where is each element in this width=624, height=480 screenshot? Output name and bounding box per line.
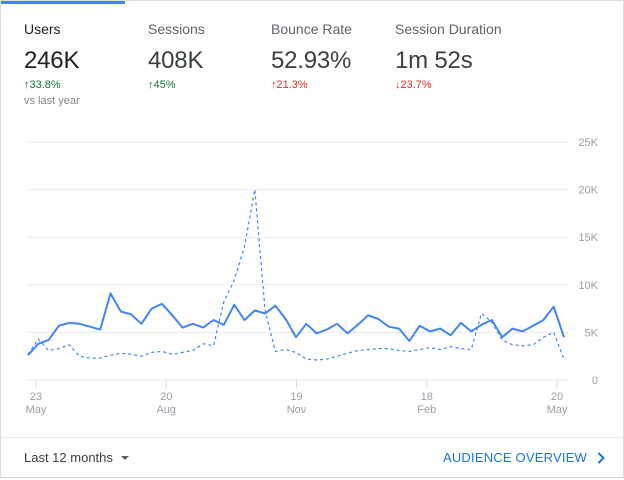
caret-down-icon [120, 456, 129, 460]
metric-tab-bounce-rate[interactable]: Bounce Rate 52.93% ↑21.3% [271, 19, 395, 93]
x-tick-month: May [26, 404, 47, 416]
x-tick-day: 18 [421, 391, 433, 403]
y-tick-label: 10K [578, 280, 598, 292]
users-series-line [27, 292, 565, 356]
x-tick-month: Nov [287, 404, 307, 416]
y-tick-label: 25K [578, 137, 598, 149]
metric-change: ↑21.3% [271, 77, 395, 93]
y-tick-label: 20K [578, 185, 598, 197]
metric-change-value: 23.7% [400, 79, 432, 91]
metric-compare-label: vs last year [24, 95, 80, 107]
y-tick-label: 0 [592, 375, 598, 387]
metric-value: 52.93% [271, 47, 352, 74]
metric-label: Sessions [148, 21, 205, 37]
metric-value: 1m 52s [395, 47, 473, 74]
metric-label: Bounce Rate [271, 21, 352, 37]
x-tick-month: May [547, 404, 568, 416]
metric-label: Session Duration [395, 21, 502, 37]
metric-label: Users [24, 21, 61, 37]
arrow-up-icon: ↑ [271, 79, 277, 91]
metric-change-value: 33.8% [29, 79, 61, 91]
chevron-right-icon [597, 451, 605, 464]
date-range-label: Last 12 months [24, 450, 113, 465]
metric-value: 408K [148, 47, 204, 74]
x-tick-day: 23 [30, 391, 42, 403]
metric-change: ↑45% [148, 77, 272, 93]
x-tick-month: Aug [156, 404, 176, 416]
x-tick-day: 19 [290, 391, 302, 403]
users-line-chart: 25K 20K 15K 10K 5K 0 23 May 20 Aug 19 Nov 18 Feb 20 May [1, 127, 624, 427]
metric-tab-sessions[interactable]: Sessions 408K ↑45% [148, 19, 272, 93]
active-tab-indicator [1, 1, 125, 4]
audience-overview-link[interactable]: AUDIENCE OVERVIEW [443, 450, 605, 465]
audience-overview-label: AUDIENCE OVERVIEW [442, 450, 587, 465]
metric-change: ↑33.8% [24, 77, 148, 93]
card-footer: Last 12 months AUDIENCE OVERVIEW [1, 437, 624, 480]
arrow-up-icon: ↑ [148, 79, 154, 91]
metric-value: 246K [24, 47, 80, 74]
date-range-dropdown[interactable]: Last 12 months [24, 450, 129, 465]
y-tick-label: 15K [578, 232, 598, 244]
x-tick-day: 20 [160, 391, 172, 403]
metric-change-value: 21.3% [276, 79, 308, 91]
arrow-down-icon: ↓ [395, 79, 401, 91]
x-tick-day: 20 [551, 391, 563, 403]
metric-change: ↓23.7% [395, 77, 555, 93]
metric-tabs: Users 246K ↑33.8% vs last year Sessions … [1, 1, 624, 121]
metric-tab-session-duration[interactable]: Session Duration 1m 52s ↓23.7% [395, 19, 555, 93]
metric-change-value: 45% [153, 79, 176, 91]
arrow-up-icon: ↑ [24, 79, 30, 91]
y-tick-label: 5K [585, 327, 599, 339]
metric-tab-users[interactable]: Users 246K ↑33.8% vs last year [24, 19, 148, 109]
x-tick-month: Feb [417, 404, 436, 416]
comparison-series-line [27, 188, 565, 361]
